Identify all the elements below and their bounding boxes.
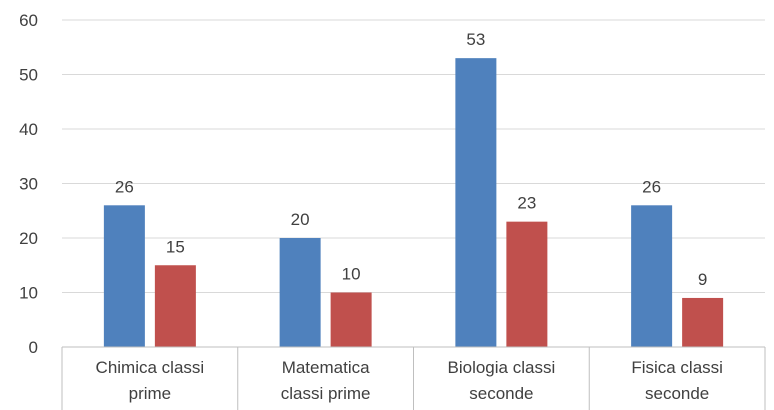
data-label: 9 <box>698 270 707 289</box>
x-category-label: seconde <box>469 384 533 403</box>
data-labels: 26 20 53 26 15 10 23 9 <box>115 30 707 289</box>
y-tick-label: 30 <box>19 175 38 194</box>
y-tick-label: 60 <box>19 11 38 30</box>
x-category-label: Matematica <box>282 358 370 377</box>
data-label: 53 <box>466 30 485 49</box>
y-tick-label: 20 <box>19 229 38 248</box>
data-label: 26 <box>115 177 134 196</box>
bar <box>279 238 321 347</box>
x-category-label: Biologia classi <box>448 358 556 377</box>
bar <box>103 205 145 347</box>
x-category-label: classi prime <box>281 384 371 403</box>
data-label: 20 <box>291 210 310 229</box>
bar <box>631 205 673 347</box>
y-tick-label: 40 <box>19 120 38 139</box>
y-axis-ticks: 0 10 20 30 40 50 60 <box>19 11 38 357</box>
x-axis: Chimica classi prime Matematica classi prim… <box>61 346 766 410</box>
x-category-label: Chimica classi <box>96 358 205 377</box>
bar <box>455 58 497 348</box>
x-category-label: prime <box>129 384 172 403</box>
y-tick-label: 10 <box>19 284 38 303</box>
bar <box>330 292 372 347</box>
bar <box>506 221 548 347</box>
x-category-label: seconde <box>645 384 709 403</box>
data-label: 10 <box>342 265 361 284</box>
y-tick-label: 50 <box>19 66 38 85</box>
data-label: 15 <box>166 237 185 256</box>
data-label: 26 <box>642 177 661 196</box>
data-label: 23 <box>517 194 536 213</box>
x-category-label: Fisica classi <box>631 358 723 377</box>
bar <box>682 297 724 347</box>
bars <box>103 58 724 348</box>
y-tick-label: 0 <box>29 338 38 357</box>
bar <box>154 265 196 347</box>
